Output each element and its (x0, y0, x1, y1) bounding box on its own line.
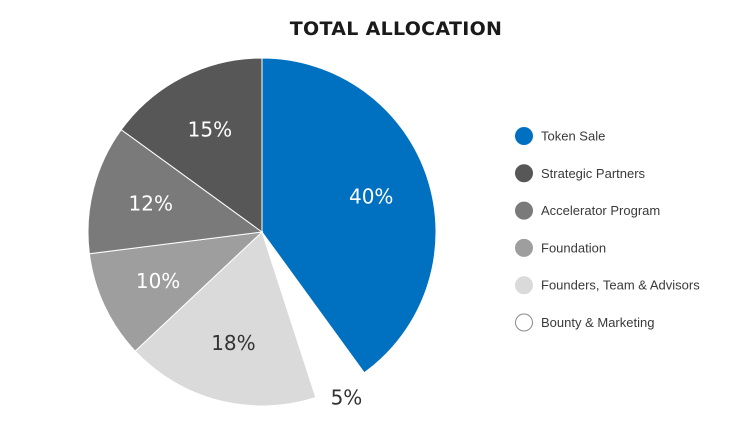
pie-slice-labels: 40% 5% 18% 10% 12% 15% (129, 118, 394, 410)
legend-label-token-sale: Token Sale (541, 129, 605, 144)
legend-label-foundation: Foundation (541, 240, 606, 255)
pie-slice-founders-team-and-advisors (134, 231, 317, 407)
pie-slice-token-sale (261, 57, 437, 374)
slice-label-bounty-and-marketing: 5% (331, 386, 363, 410)
pie-slice-accelerator-program (87, 129, 264, 255)
legend-label-founders-team-and-advisors: Founders, Team & Advisors (541, 278, 700, 293)
pie-slice-strategic-partners (120, 57, 263, 233)
slice-label-strategic-partners: 15% (188, 118, 232, 142)
pie-slice-bounty-and-marketing (271, 251, 375, 418)
legend-marker-token-sale (515, 127, 533, 145)
legend-label-accelerator-program: Accelerator Program (541, 203, 660, 218)
chart-title: TOTAL ALLOCATION (290, 18, 502, 40)
legend: Token Sale Strategic Partners Accelerator … (515, 127, 700, 332)
slice-label-founders-team-and-advisors: 18% (211, 331, 255, 355)
legend-label-strategic-partners: Strategic Partners (541, 166, 646, 181)
pie-slices (87, 57, 437, 418)
legend-marker-accelerator-program (515, 201, 533, 220)
slice-label-foundation: 10% (136, 269, 180, 293)
slice-label-token-sale: 40% (349, 185, 393, 209)
legend-marker-foundation (515, 238, 533, 257)
legend-marker-bounty-and-marketing (515, 313, 533, 332)
legend-marker-founders-team-and-advisors (515, 276, 533, 295)
legend-label-bounty-and-marketing: Bounty & Marketing (541, 315, 654, 330)
pie-slice-foundation (88, 231, 264, 352)
slice-label-accelerator-program: 12% (129, 191, 173, 215)
legend-marker-strategic-partners (515, 164, 533, 183)
